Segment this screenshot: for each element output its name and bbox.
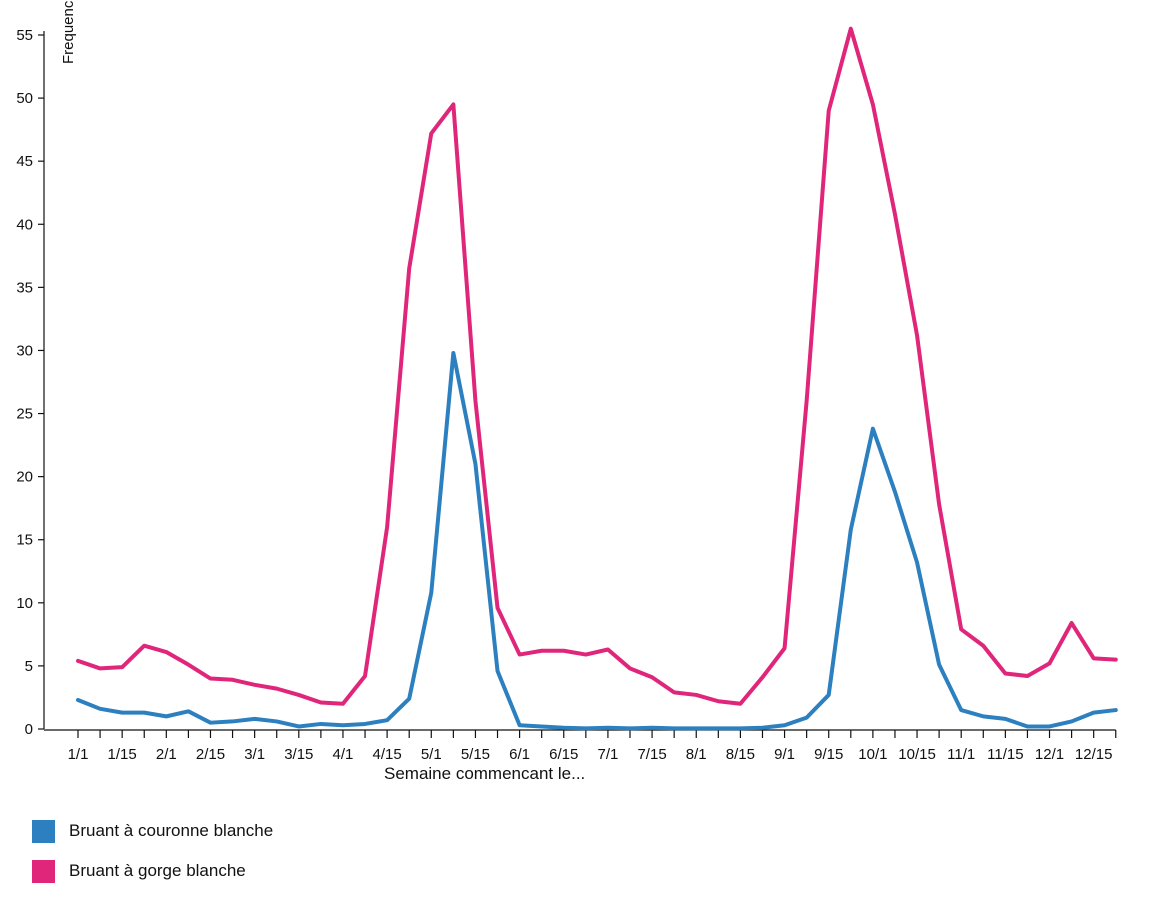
legend-label: Bruant à couronne blanche: [69, 821, 274, 840]
x-tick-label: 2/1: [156, 746, 177, 763]
y-tick-label: 35: [16, 279, 33, 296]
y-tick-label: 50: [16, 90, 33, 107]
y-tick-label: 25: [16, 406, 33, 423]
legend-swatch: [32, 859, 55, 883]
x-tick-label: 3/1: [244, 746, 265, 763]
y-tick-label: 40: [16, 216, 33, 233]
x-tick-label: 10/15: [898, 746, 936, 763]
y-tick-label: 30: [16, 342, 33, 359]
x-tick-label: 9/15: [814, 746, 843, 763]
x-tick-label: 11/1: [947, 746, 975, 763]
series-layer: [76, 26, 1118, 731]
series-line-1: [76, 350, 1118, 731]
legend-item-series-2: Bruant à gorge blanche: [32, 858, 246, 884]
x-tick-label: 1/15: [108, 746, 137, 763]
x-tick-label: 4/15: [373, 746, 402, 763]
y-axis: 0 5 10 15 20 25 30 35 40 45 50 55: [16, 27, 45, 738]
legend-item-series-1: Bruant à couronne blanche: [32, 818, 273, 844]
x-tick-label: 8/1: [686, 746, 707, 763]
y-tick-label: 45: [16, 153, 33, 170]
x-tick-label: 10/1: [858, 746, 887, 763]
x-tick-label: 12/15: [1075, 746, 1113, 763]
x-tick-label: 4/1: [333, 746, 354, 763]
y-tick-label: 20: [16, 469, 33, 486]
x-tick-label: 6/15: [549, 746, 578, 763]
y-tick-label: 10: [16, 595, 33, 612]
y-tick-label: 15: [16, 532, 33, 549]
legend-swatch: [32, 819, 55, 843]
x-tick-label: 12/1: [1035, 746, 1064, 763]
y-tick-label: 5: [25, 658, 33, 675]
x-tick-label: 5/1: [421, 746, 442, 763]
legend-label: Bruant à gorge blanche: [69, 861, 246, 880]
x-tick-label: 3/15: [284, 746, 313, 763]
x-tick-label: 8/15: [726, 746, 755, 763]
y-tick-label: 55: [16, 27, 33, 44]
x-axis: 1/1 1/15 2/1 2/15 3/1 3/15 4/1 4/15 5/1 5/15 6/1 6/…: [44, 729, 1117, 763]
x-tick-label: 9/1: [774, 746, 795, 763]
series-line-2: [76, 26, 1118, 706]
x-tick-label: 7/15: [637, 746, 666, 763]
x-tick-label: 5/15: [461, 746, 490, 763]
x-tick-label: 6/1: [509, 746, 530, 763]
y-axis-label: Frequence: [60, 0, 77, 64]
y-tick-label: 0: [25, 721, 33, 738]
x-tick-label: 2/15: [196, 746, 225, 763]
x-tick-label: 7/1: [597, 746, 618, 763]
x-axis-label: Semaine commencant le...: [384, 764, 586, 783]
x-tick-label: 1/1: [68, 746, 89, 763]
x-tick-label: 11/15: [987, 746, 1023, 763]
